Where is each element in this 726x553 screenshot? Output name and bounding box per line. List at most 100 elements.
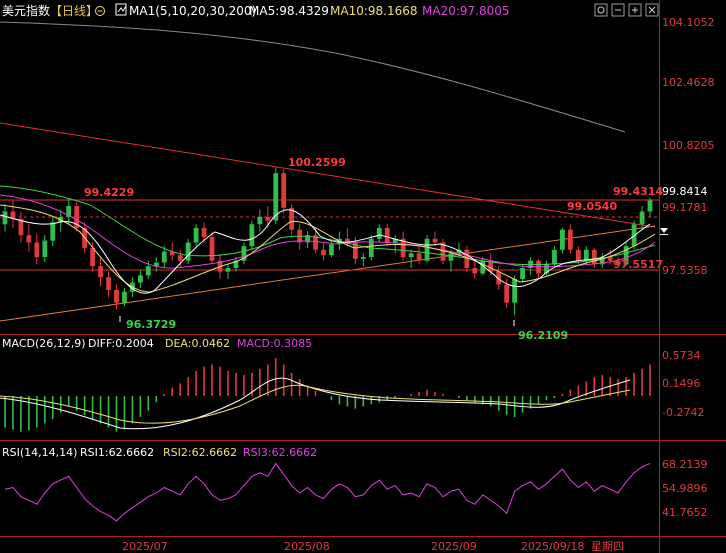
candle-body[interactable]	[281, 173, 287, 208]
period-selector[interactable]: 【日线】	[50, 4, 98, 18]
candle-body[interactable]	[217, 260, 223, 272]
candle-body[interactable]	[448, 253, 454, 261]
candle-body[interactable]	[74, 206, 80, 228]
candle-body[interactable]	[42, 240, 48, 258]
price-tick: 97.5358	[662, 264, 708, 277]
price-tick: 104.1052	[662, 16, 715, 29]
candle-body[interactable]	[639, 211, 645, 225]
candle-body[interactable]	[145, 266, 151, 276]
close-icon[interactable]	[645, 3, 659, 17]
chart-legend: 美元指数 【日线】 MA1(5,10,20,30,200) MA5:98.432…	[2, 3, 510, 18]
candle-body[interactable]	[424, 238, 430, 261]
candle-body[interactable]	[392, 238, 398, 243]
candle-body[interactable]	[10, 211, 16, 219]
candle-body[interactable]	[520, 268, 525, 279]
candle-body[interactable]	[106, 277, 111, 290]
candle-body[interactable]	[153, 262, 159, 267]
candle-body[interactable]	[34, 242, 40, 258]
candle-body[interactable]	[591, 249, 597, 265]
candle-body[interactable]	[2, 211, 8, 225]
candle-body[interactable]	[560, 229, 565, 250]
candle-body[interactable]	[161, 251, 167, 263]
candle-body[interactable]	[233, 260, 239, 268]
candle-body[interactable]	[209, 237, 215, 261]
candle-body[interactable]	[607, 257, 613, 261]
price-tag-high: 99.8414	[662, 185, 708, 198]
candle-body[interactable]	[249, 224, 255, 247]
candle-body[interactable]	[416, 253, 422, 261]
minus-icon[interactable]	[611, 3, 625, 17]
candle-body[interactable]	[122, 291, 127, 303]
time-tick: 2025/08	[284, 540, 330, 553]
candle-body[interactable]	[185, 242, 191, 261]
candle-body[interactable]	[177, 255, 183, 261]
candle-body[interactable]	[472, 268, 478, 274]
rsi-tick: 68.2139	[662, 458, 708, 471]
candle-body[interactable]	[512, 278, 518, 303]
candle-body[interactable]	[289, 207, 295, 230]
add-icon[interactable]	[628, 3, 642, 17]
candle-body[interactable]	[169, 251, 175, 256]
candle-body[interactable]	[352, 242, 358, 259]
candle-body[interactable]	[400, 238, 406, 258]
candle-body[interactable]	[464, 249, 470, 268]
macd-tick: 0.5734	[662, 349, 701, 362]
candle-body[interactable]	[544, 264, 549, 274]
settings-icon[interactable]	[594, 3, 608, 17]
candle-body[interactable]	[257, 216, 263, 225]
candle-body[interactable]	[98, 266, 103, 278]
macd-label: MACD(26,12,9)	[2, 337, 86, 350]
rsi-line	[4, 462, 651, 522]
toolbar	[594, 3, 659, 17]
price-tick: 100.8205	[662, 139, 715, 152]
candle-body[interactable]	[66, 206, 72, 217]
candle-body[interactable]	[273, 173, 279, 221]
annotation-low-2: 96.2109	[518, 329, 568, 342]
candle-body[interactable]	[225, 268, 231, 272]
candle-body[interactable]	[321, 249, 326, 256]
candle-body[interactable]	[90, 247, 95, 267]
candle-body[interactable]	[456, 249, 462, 254]
candle-body[interactable]	[313, 235, 318, 250]
candle-body[interactable]	[408, 253, 414, 258]
candle-body[interactable]	[440, 242, 446, 261]
candle-body[interactable]	[265, 216, 271, 221]
candle-body[interactable]	[552, 249, 557, 265]
candle-body[interactable]	[345, 238, 350, 243]
candle-body[interactable]	[615, 260, 621, 265]
rsi-label: RSI(14,14,14)	[2, 446, 77, 459]
candle-body[interactable]	[360, 257, 366, 259]
bar-chart-icon[interactable]	[115, 3, 127, 16]
macd-diff-line	[0, 377, 631, 430]
candle-body[interactable]	[432, 238, 438, 243]
candle-body[interactable]	[18, 218, 24, 236]
candle-body[interactable]	[583, 249, 589, 261]
ascending-trendline	[0, 225, 656, 322]
candle-body[interactable]	[193, 227, 199, 243]
candle-body[interactable]	[26, 235, 32, 243]
scroll-end-icon[interactable]	[660, 228, 668, 235]
annotation-high-1: 99.4229	[84, 186, 134, 199]
candle-body[interactable]	[241, 246, 247, 261]
candle-body[interactable]	[567, 229, 573, 250]
candle-body[interactable]	[305, 235, 310, 243]
candle-body[interactable]	[647, 200, 653, 212]
annotation-low-1: 96.3729	[126, 318, 176, 331]
candle-body[interactable]	[384, 227, 390, 243]
candle-body[interactable]	[488, 260, 494, 272]
candle-body[interactable]	[623, 246, 629, 265]
candle-body[interactable]	[575, 249, 581, 261]
candle-body[interactable]	[201, 227, 207, 237]
candle-body[interactable]	[137, 275, 143, 283]
candle-body[interactable]	[504, 284, 510, 303]
candle-body[interactable]	[329, 244, 334, 256]
candle-body[interactable]	[114, 289, 119, 303]
rsi-panel: RSI(14,14,14) RSI1:62.6662 RSI2:62.6662 …	[2, 446, 708, 522]
candle-body[interactable]	[376, 227, 382, 239]
candle-body[interactable]	[599, 257, 605, 265]
collapse-icon[interactable]	[95, 6, 105, 16]
candle-body[interactable]	[480, 260, 486, 274]
candle-body[interactable]	[50, 222, 56, 241]
candle-body[interactable]	[496, 271, 502, 285]
